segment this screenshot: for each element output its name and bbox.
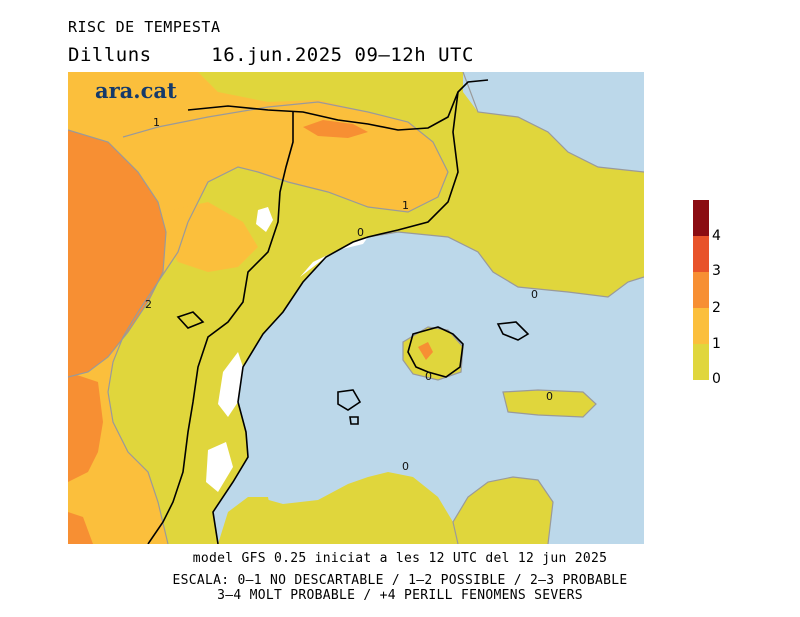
risk-level-0-patch	[218, 497, 273, 544]
legend-swatch-severe	[693, 200, 709, 236]
sea-area	[463, 72, 644, 172]
contour-label: 0	[546, 390, 553, 403]
map-subtitle: Dilluns 16.jun.2025 09–12h UTC	[68, 44, 474, 66]
risk-level-2-area	[418, 342, 433, 360]
risk-level-2-area	[303, 120, 368, 138]
sea-area-main	[213, 232, 644, 544]
risk-level-0-patch	[403, 327, 463, 380]
contour-label: 1	[402, 199, 409, 212]
contour-label: 0	[402, 460, 409, 473]
legend-label: 4	[712, 228, 721, 244]
scale-description: ESCALA: 0–1 NO DESCARTABLE / 1–2 POSSIBL…	[172, 573, 628, 588]
risk-level-2-area	[68, 130, 166, 377]
legend-label: 1	[712, 336, 721, 352]
risk-level-2-area	[68, 512, 93, 544]
legend-swatch-2-3	[693, 272, 709, 308]
legend-swatch-3-4	[693, 236, 709, 272]
legend-label: 3	[712, 263, 721, 279]
contour-label: 0	[357, 226, 364, 239]
contour-label: 2	[145, 298, 152, 311]
risk-level-0-patch	[503, 390, 596, 417]
white-land-area	[256, 207, 273, 232]
storm-risk-map: 1 1 0 2 0 0 0 0	[68, 72, 644, 544]
legend-swatch-1-2	[693, 308, 709, 344]
ara-cat-logo: ara.cat	[95, 78, 177, 103]
model-info: model GFS 0.25 iniciat a les 12 UTC del …	[192, 551, 608, 566]
legend-swatch-0-1	[693, 344, 709, 380]
legend-label: 0	[712, 371, 721, 387]
white-land-area	[206, 442, 233, 492]
contour-label: 0	[425, 370, 432, 383]
contour-label: 0	[531, 288, 538, 301]
risk-level-1-area	[163, 202, 258, 272]
scale-description-continued: 3–4 MOLT PROBABLE / +4 PERILL FENOMENS S…	[217, 588, 583, 603]
risk-level-0-patch	[453, 477, 553, 544]
map-title: RISC DE TEMPESTA	[68, 18, 221, 36]
coastline-borders	[147, 79, 530, 544]
risk-level-1-area	[68, 72, 448, 544]
forecast-day: Dilluns	[68, 44, 152, 66]
forecast-datetime: 16.jun.2025 09–12h UTC	[211, 44, 474, 66]
legend-label: 2	[712, 300, 721, 316]
risk-level-2-area	[68, 372, 103, 482]
risk-legend	[693, 200, 709, 380]
white-land-area	[300, 237, 368, 277]
contour-label: 1	[153, 116, 160, 129]
white-land-area	[218, 352, 243, 417]
